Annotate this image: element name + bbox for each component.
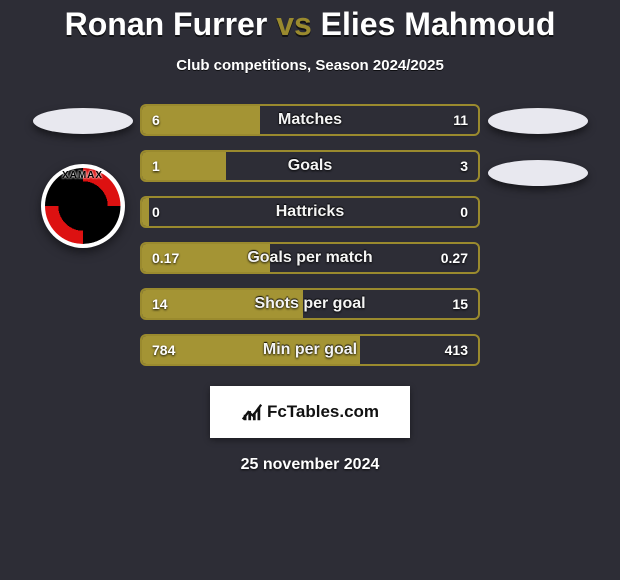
date-text: 25 november 2024 xyxy=(0,456,620,474)
stat-fill xyxy=(142,198,149,226)
stat-label: Hattricks xyxy=(276,203,344,221)
title-player1: Ronan Furrer xyxy=(65,6,268,42)
stat-value-right: 11 xyxy=(453,112,468,128)
chart-icon xyxy=(241,401,263,423)
stat-label: Shots per goal xyxy=(254,295,365,313)
title-vs: vs xyxy=(276,6,312,42)
stat-value-left: 6 xyxy=(152,112,160,128)
stat-value-right: 413 xyxy=(445,342,468,358)
subtitle: Club competitions, Season 2024/2025 xyxy=(0,57,620,74)
club-badge-text: XAMAX xyxy=(41,170,125,181)
right-side xyxy=(480,104,595,380)
stat-row-shots-per-goal: 14 Shots per goal 15 xyxy=(140,288,480,320)
stat-row-matches: 6 Matches 11 xyxy=(140,104,480,136)
stat-label: Matches xyxy=(278,111,342,129)
stat-label: Min per goal xyxy=(263,341,357,359)
left-side: XAMAX xyxy=(25,104,140,380)
player1-photo-placeholder xyxy=(33,108,133,134)
footer-brand[interactable]: FcTables.com xyxy=(210,386,410,438)
title-player2: Elies Mahmoud xyxy=(321,6,556,42)
player2-photo-placeholder xyxy=(488,108,588,134)
footer-text: FcTables.com xyxy=(267,402,379,422)
stat-row-goals-per-match: 0.17 Goals per match 0.27 xyxy=(140,242,480,274)
stat-row-min-per-goal: 784 Min per goal 413 xyxy=(140,334,480,366)
comparison-card: Ronan Furrer vs Elies Mahmoud Club compe… xyxy=(0,0,620,580)
stat-value-left: 784 xyxy=(152,342,175,358)
player1-club-badge: XAMAX xyxy=(41,164,125,248)
stat-row-goals: 1 Goals 3 xyxy=(140,150,480,182)
stat-label: Goals xyxy=(288,157,332,175)
stat-value-right: 0.27 xyxy=(441,250,468,266)
stat-value-right: 0 xyxy=(460,204,468,220)
stat-value-left: 14 xyxy=(152,296,168,312)
stat-value-left: 0 xyxy=(152,204,160,220)
stat-row-hattricks: 0 Hattricks 0 xyxy=(140,196,480,228)
stat-value-right: 3 xyxy=(460,158,468,174)
stat-bars: 6Matches111Goals30Hattricks00.17Goals pe… xyxy=(140,104,480,380)
stat-value-left: 0.17 xyxy=(152,250,179,266)
page-title: Ronan Furrer vs Elies Mahmoud xyxy=(0,0,620,43)
stat-value-left: 1 xyxy=(152,158,160,174)
main-content: XAMAX 6Matches111Goals30Hattricks00.17Go… xyxy=(0,104,620,380)
stat-value-right: 15 xyxy=(452,296,468,312)
stat-label: Goals per match xyxy=(247,249,372,267)
player2-club-placeholder xyxy=(488,160,588,186)
